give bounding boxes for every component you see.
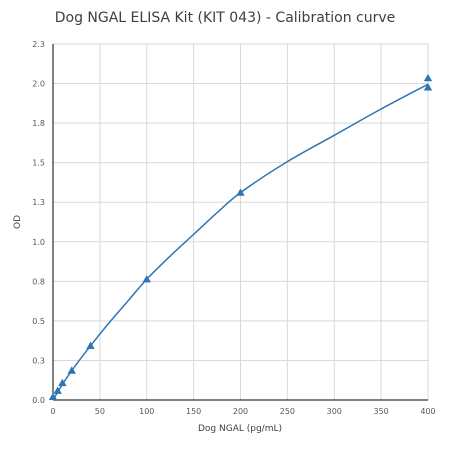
y-tick-labels: 0.0 0.3 0.5 0.8 1.0 1.3 1.5 1.8 2.0 2.3	[32, 40, 45, 405]
y-tick-label: 1.8	[32, 119, 45, 128]
y-tick-label: 1.0	[32, 238, 45, 247]
data-point-marker	[142, 275, 151, 283]
y-tick-label: 0.0	[32, 396, 45, 405]
axes	[52, 44, 428, 401]
data-point-marker	[67, 366, 76, 374]
x-tick-label: 300	[327, 407, 342, 416]
x-tick-label: 350	[373, 407, 388, 416]
data-point-marker	[423, 73, 433, 82]
chart-title: Dog NGAL ELISA Kit (KIT 043) - Calibrati…	[54, 10, 396, 26]
y-tick-label: 0.8	[32, 277, 45, 286]
y-tick-label: 1.5	[32, 159, 45, 168]
x-tick-label: 400	[420, 407, 435, 416]
x-tick-label: 100	[139, 407, 154, 416]
calibration-curve-line	[52, 83, 429, 401]
x-tick-label: 50	[95, 407, 105, 416]
y-tick-label: 1.3	[32, 198, 45, 207]
x-tick-label: 200	[233, 407, 248, 416]
y-tick-label: 0.5	[32, 317, 45, 326]
gridlines	[53, 43, 429, 400]
data-point-marker	[423, 83, 433, 91]
data-points	[48, 73, 433, 401]
y-tick-label: 0.3	[32, 356, 45, 365]
data-point-marker	[58, 378, 67, 387]
y-tick-label: 2.3	[32, 40, 45, 49]
x-tick-label: 150	[186, 407, 201, 416]
x-axis-label: Dog NGAL (pg/mL)	[197, 424, 282, 434]
data-point-marker	[53, 386, 62, 394]
x-tick-labels: 0 50 100 150 200 250 300 350 400	[50, 407, 435, 416]
y-tick-label: 2.0	[32, 80, 45, 89]
data-point-marker	[86, 341, 95, 349]
data-point-marker	[48, 392, 58, 401]
x-tick-label: 0	[50, 407, 55, 416]
data-point-marker	[236, 188, 245, 196]
x-tick-label: 250	[280, 407, 295, 416]
